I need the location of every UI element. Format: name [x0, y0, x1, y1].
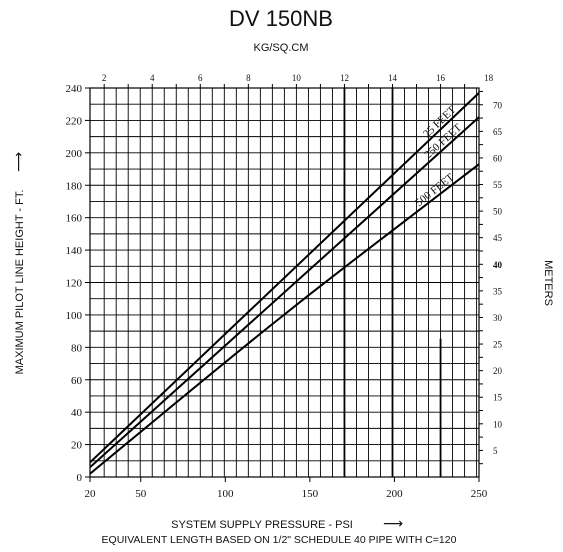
chart-title: DV 150NB: [229, 6, 333, 31]
series-line-3: [89, 163, 480, 475]
top-tick-label: 16: [436, 73, 446, 83]
y-tick-label: 180: [66, 180, 83, 192]
y-tick-label: 40: [71, 407, 83, 419]
x-tick-label: 200: [386, 488, 403, 500]
top-tick-label: 2: [102, 73, 107, 83]
y-axis-label: MAXIMUM PILOT LINE HEIGHT - FT.: [14, 190, 26, 375]
y-axis-arrow: ⟶: [10, 152, 26, 172]
x-axis-label: SYSTEM SUPPLY PRESSURE - PSI: [171, 519, 353, 531]
right-tick-label: 5: [493, 446, 498, 456]
y-tick-label: 20: [71, 440, 83, 452]
right-tick-label: 45: [493, 233, 503, 243]
y-tick-label: 140: [66, 245, 83, 257]
right-axis-label: METERS: [542, 260, 554, 306]
plot-frame: [89, 87, 480, 478]
x-axis-arrow: ⟶: [383, 515, 403, 531]
right-tick-label: 20: [493, 366, 503, 376]
footnote: EQUIVALENT LENGTH BASED ON 1/2" SCHEDULE…: [102, 534, 457, 546]
top-tick-label: 14: [388, 73, 398, 83]
right-tick-label: 55: [493, 180, 503, 190]
y-tick-label: 240: [66, 83, 83, 95]
right-tick-label: 50: [493, 207, 503, 217]
y-tick-label: 200: [66, 148, 83, 160]
right-tick-label: 65: [493, 127, 503, 137]
right-tick-label: 60: [493, 153, 503, 163]
y-tick-label: 0: [77, 472, 83, 484]
right-tick-label: 30: [493, 313, 503, 323]
x-tick-label: 100: [217, 488, 234, 500]
top-tick-label: 6: [198, 73, 203, 83]
grid: [90, 88, 479, 477]
top-tick-label: 4: [150, 73, 155, 83]
right-tick-label: 35: [493, 286, 503, 296]
right-tick-label: 10: [493, 419, 503, 429]
y-tick-label: 160: [66, 213, 83, 225]
right-tick-label: 70: [493, 100, 503, 110]
right-tick-label: 40: [493, 260, 503, 270]
y-tick-label: 120: [66, 278, 83, 290]
x-tick-label: 50: [135, 488, 147, 500]
y-tick-label: 60: [71, 375, 83, 387]
x-tick-label: 20: [85, 488, 97, 500]
y-tick-label: 100: [66, 310, 83, 322]
top-tick-label: 10: [292, 73, 302, 83]
top-tick-label: 8: [246, 73, 251, 83]
series-line-2: [89, 116, 480, 469]
top-tick-label: 18: [484, 73, 494, 83]
top-axis-label: KG/SQ.CM: [253, 42, 308, 54]
top-tick-label: 12: [340, 73, 349, 83]
y-tick-label: 220: [66, 115, 83, 127]
x-tick-label: 250: [471, 488, 488, 500]
tick-labels: 20 50 100 150 200 250020406080100120140160180…: [66, 73, 503, 500]
right-tick-label: 15: [493, 393, 503, 403]
series-label-3: 500 FEET: [413, 171, 456, 209]
right-tick-label: 25: [493, 340, 503, 350]
series-line-1: [89, 92, 480, 464]
y-tick-label: 80: [71, 342, 83, 354]
x-tick-label: 150: [302, 488, 319, 500]
